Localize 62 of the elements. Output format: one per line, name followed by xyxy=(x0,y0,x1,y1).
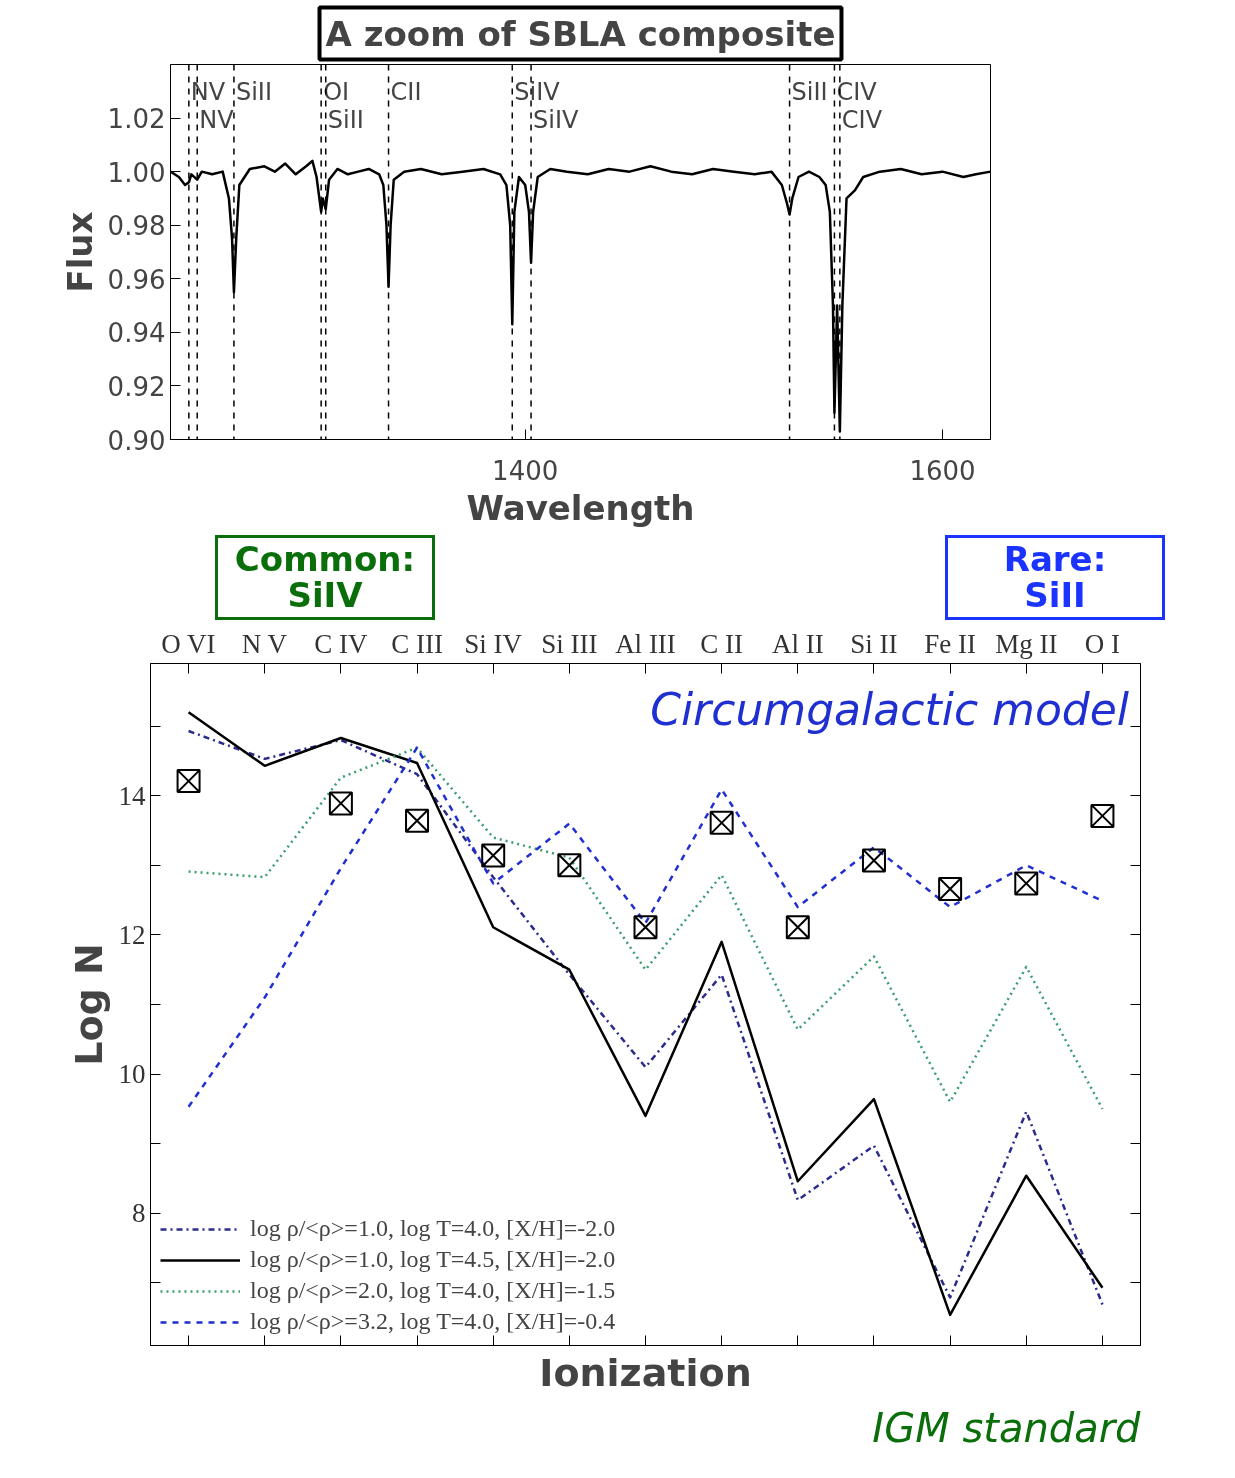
point xyxy=(1090,804,1115,829)
x-axis-title: Ionization xyxy=(539,1350,752,1395)
x-tick-label: O VI xyxy=(161,628,216,659)
y-tick-label: 8 xyxy=(132,1198,146,1229)
x-tick-label: Si IV xyxy=(464,628,523,659)
point xyxy=(633,915,658,940)
x-tick-label: C IV xyxy=(314,628,369,659)
x-tick-label: Fe II xyxy=(924,628,976,659)
point xyxy=(785,915,810,940)
x-tick-label: Si II xyxy=(850,628,898,659)
point xyxy=(861,848,886,873)
annotation: Circumgalactic model xyxy=(650,684,1130,736)
text: IGM standard xyxy=(872,1404,1142,1451)
x-tick-label: 1400 xyxy=(492,455,559,486)
point xyxy=(1014,871,1039,896)
ref-line-label: CIV xyxy=(841,105,883,134)
legend-label: log ρ/<ρ>=1.0, log T=4.5, [X/H]=-2.0 xyxy=(250,1246,616,1274)
ref-line-label: SiIV xyxy=(533,105,580,134)
point xyxy=(176,769,201,794)
y-tick-label: 10 xyxy=(118,1059,146,1090)
y-tick-label: 1.02 xyxy=(107,104,166,135)
legend-label: log ρ/<ρ>=3.2, log T=4.0, [X/H]=-0.4 xyxy=(250,1308,616,1336)
x-tick-label: Si III xyxy=(541,628,598,659)
y-axis-title: Flux xyxy=(59,211,100,293)
x-tick-label: C II xyxy=(700,628,744,659)
y-tick-label: 0.90 xyxy=(107,425,166,456)
chart-title: A zoom of SBLA composite xyxy=(325,13,836,54)
y-tick-label: 1.00 xyxy=(107,157,166,188)
point xyxy=(938,877,963,902)
ref-line-label: OI xyxy=(323,77,350,106)
x-tick-label: C III xyxy=(391,628,443,659)
y-tick-label: 0.98 xyxy=(107,211,166,242)
legend-label: log ρ/<ρ>=1.0, log T=4.0, [X/H]=-2.0 xyxy=(250,1215,616,1243)
ref-line-label: SiIV xyxy=(514,77,561,106)
ref-line-label: CII xyxy=(390,77,422,106)
x-tick-label: N V xyxy=(241,628,288,659)
x-tick-label: Mg II xyxy=(995,628,1058,659)
x-tick-label: O I xyxy=(1084,628,1121,659)
legend-label: log ρ/<ρ>=2.0, log T=4.0, [X/H]=-1.5 xyxy=(250,1277,616,1305)
x-tick-label: Al II xyxy=(771,628,824,659)
ref-line-label: SiII xyxy=(791,77,828,106)
y-tick-label: 0.92 xyxy=(107,371,166,402)
y-tick-label: 0.94 xyxy=(107,318,166,349)
ref-line-label: NV xyxy=(190,77,226,106)
x-tick-label: Al III xyxy=(615,628,676,659)
x-axis-title: Wavelength xyxy=(466,487,695,528)
point xyxy=(328,791,353,816)
point xyxy=(481,843,506,868)
point xyxy=(557,853,582,878)
point xyxy=(709,811,734,836)
ref-line-label: SiII xyxy=(327,105,364,134)
text: Common: SiIV xyxy=(234,539,416,615)
ref-line-label: CIV xyxy=(836,77,878,106)
y-tick-label: 12 xyxy=(118,920,146,951)
ref-line-label: SiII xyxy=(235,77,272,106)
ref-line-label: NV xyxy=(199,105,235,134)
x-tick-label: 1600 xyxy=(909,455,976,486)
text: Rare: SiII xyxy=(1003,539,1107,615)
y-tick-label: 0.96 xyxy=(107,264,166,295)
y-axis-title: Log N xyxy=(66,943,111,1067)
point xyxy=(405,809,430,834)
y-tick-label: 14 xyxy=(118,781,146,812)
